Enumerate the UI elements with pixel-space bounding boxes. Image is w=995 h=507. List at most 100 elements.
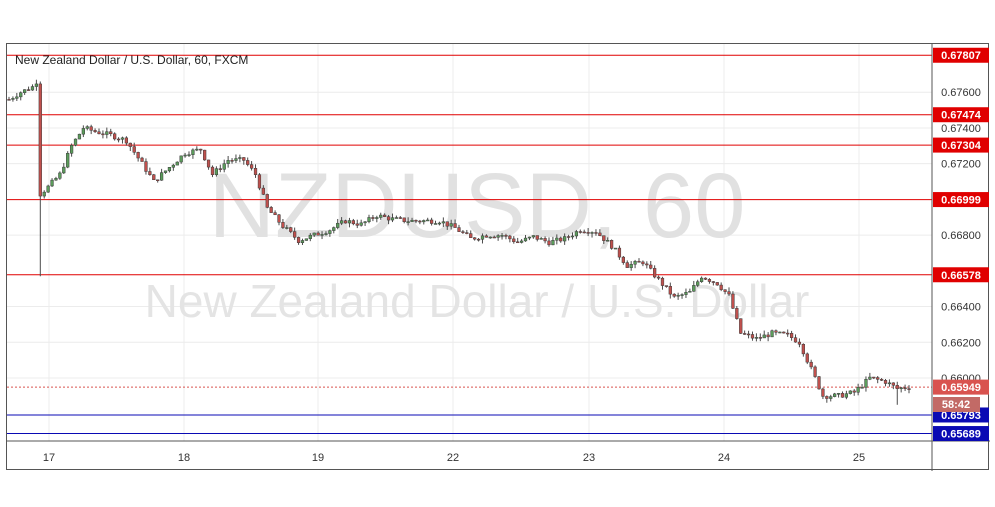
candle-body xyxy=(833,393,837,397)
candle xyxy=(473,237,477,241)
candle xyxy=(762,330,766,339)
chart-frame: NZDUSD, 60 New Zealand Dollar / U.S. Dol… xyxy=(6,43,990,471)
support-tag-label: 0.65793 xyxy=(941,410,981,422)
candle xyxy=(281,219,285,229)
candle-body xyxy=(660,277,665,286)
candle xyxy=(735,305,739,320)
candle xyxy=(113,132,117,141)
resistance-tag: 0.67474 xyxy=(933,107,989,123)
candle-body xyxy=(492,236,496,239)
price-axis[interactable]: 0.67600 0.67400 0.67200 0.66800 0.66400 0.662… xyxy=(941,87,981,385)
current-price-tag: 0.65949 xyxy=(933,379,989,395)
candle xyxy=(367,214,371,224)
candle-body xyxy=(159,172,164,181)
candle-body xyxy=(62,166,66,174)
candle-body xyxy=(606,240,610,242)
candle-body xyxy=(359,222,363,226)
candle-body xyxy=(864,379,868,388)
candle-body xyxy=(727,291,731,295)
candle xyxy=(277,213,281,226)
candle-body xyxy=(390,217,395,221)
candle xyxy=(539,236,543,240)
candle-body xyxy=(453,223,457,228)
candle xyxy=(414,219,418,224)
candle xyxy=(840,391,845,398)
countdown-tag: 58:42 xyxy=(933,397,980,412)
candle-body xyxy=(253,168,258,175)
candle xyxy=(770,329,774,338)
candle-body xyxy=(653,268,657,278)
candle-body xyxy=(516,241,520,244)
candle xyxy=(519,239,524,244)
candle-body xyxy=(261,187,265,195)
candle-body xyxy=(402,217,406,222)
candle-body xyxy=(140,157,144,162)
candle-body xyxy=(336,222,340,228)
candle-body xyxy=(789,333,794,338)
price-levels xyxy=(7,54,932,435)
candle xyxy=(829,394,833,402)
candle xyxy=(625,260,629,268)
candle-body xyxy=(848,390,852,394)
candle-body xyxy=(598,232,602,236)
candle-body xyxy=(743,333,747,335)
candle xyxy=(69,143,74,157)
candle-body xyxy=(132,146,136,153)
x-tick-label: 22 xyxy=(447,452,459,464)
candle xyxy=(355,219,359,229)
candle xyxy=(214,166,219,177)
candle-body xyxy=(696,281,700,286)
candle xyxy=(273,210,277,216)
candle-body xyxy=(437,222,442,225)
candle-body xyxy=(825,396,829,399)
candle-body xyxy=(339,220,344,224)
candle xyxy=(73,138,78,147)
candle-body xyxy=(167,167,172,172)
price-tags: 0.67807 0.67474 0.67304 0.66999 0.66578 0.657… xyxy=(933,47,989,442)
candle-body xyxy=(324,233,328,235)
candle xyxy=(156,179,160,183)
current-price-tag-label: 0.65949 xyxy=(941,382,981,394)
candle xyxy=(563,233,567,245)
candle-body xyxy=(523,237,528,242)
candle-body xyxy=(735,308,739,319)
candle xyxy=(719,282,723,292)
candle xyxy=(324,231,328,236)
candle xyxy=(116,137,121,143)
time-axis[interactable]: 17 18 19 22 23 24 25 xyxy=(43,452,865,464)
candle xyxy=(684,288,688,298)
candle-body xyxy=(171,164,175,168)
candle xyxy=(465,229,469,235)
candle-body xyxy=(289,227,293,232)
candle-body xyxy=(406,221,410,223)
candle xyxy=(750,331,755,341)
candle-body xyxy=(46,185,50,193)
candle-body xyxy=(508,235,512,240)
candle-body xyxy=(58,172,62,179)
candle-body xyxy=(566,236,571,238)
candle-body xyxy=(34,83,39,87)
candle xyxy=(296,236,301,245)
candle-body xyxy=(754,337,759,339)
candle xyxy=(590,231,594,238)
candlestick-chart[interactable]: NZDUSD, 60 New Zealand Dollar / U.S. Dol… xyxy=(7,44,990,471)
candle xyxy=(500,233,504,240)
candle-body xyxy=(85,126,89,129)
candle xyxy=(105,127,109,139)
candle xyxy=(469,230,473,238)
candle-body xyxy=(801,343,805,355)
candle xyxy=(836,392,841,398)
candle xyxy=(844,390,849,400)
candle xyxy=(242,157,246,165)
candle-body xyxy=(539,238,543,240)
candle xyxy=(285,224,289,230)
candle-body xyxy=(249,164,254,169)
candle xyxy=(7,96,11,101)
candle-body xyxy=(512,238,516,243)
candle xyxy=(429,217,434,226)
candle-body xyxy=(210,166,215,175)
candle-body xyxy=(876,377,880,380)
candle-body xyxy=(809,361,813,368)
candle xyxy=(328,229,332,237)
candle-body xyxy=(535,235,539,240)
